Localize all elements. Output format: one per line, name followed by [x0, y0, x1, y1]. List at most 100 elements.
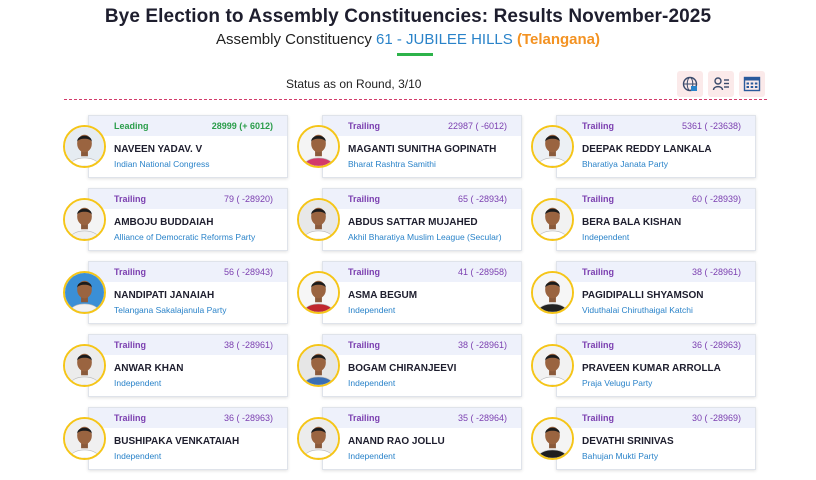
candidate-party: Independent [348, 378, 396, 388]
candidate-party: Independent [114, 451, 162, 461]
candidate-card[interactable]: Trailing 22987 ( -6012) MAGANTI SUNITHA GO… [322, 115, 522, 178]
person-icon [65, 419, 104, 458]
candidate-card[interactable]: Trailing 60 ( -28939) BERA BALA KISHAN Inde… [556, 188, 756, 251]
candidate-party: Bahujan Mukti Party [582, 451, 659, 461]
candidate-photo [297, 125, 340, 168]
person-icon [299, 200, 338, 239]
round-divider [64, 99, 767, 100]
candidate-party: Praja Velugu Party [582, 378, 653, 388]
candidate-votes: 41 ( -28958) [457, 267, 507, 277]
person-icon [65, 273, 104, 312]
person-icon [299, 346, 338, 385]
candidate-status-bar: Leading 28999 (+ 6012) [89, 116, 287, 136]
title-underline [397, 53, 433, 56]
candidate-party: Alliance of Democratic Reforms Party [114, 232, 256, 242]
candidate-card[interactable]: Trailing 56 ( -28943) NANDIPATI JANAIAH Tel… [88, 261, 288, 324]
candidate-status-bar: Trailing 60 ( -28939) [557, 189, 755, 209]
candidate-status: Trailing [582, 267, 615, 277]
round-status-value: 3/10 [398, 77, 422, 91]
candidate-status-bar: Trailing 22987 ( -6012) [323, 116, 521, 136]
candidate-status: Trailing [114, 413, 147, 423]
candidate-party: Independent [582, 232, 630, 242]
candidate-status-bar: Trailing 38 ( -28961) [323, 335, 521, 355]
candidate-votes: 60 ( -28939) [691, 194, 741, 204]
candidate-photo [531, 344, 574, 387]
state-name: (Telangana) [516, 31, 601, 48]
candidate-name: DEVATHI SRINIVAS [582, 436, 674, 447]
person-icon [533, 200, 572, 239]
candidate-status-bar: Trailing 65 ( -28934) [323, 189, 521, 209]
candidate-list-button[interactable] [708, 71, 734, 97]
candidate-photo [63, 198, 106, 241]
person-icon [65, 200, 104, 239]
candidate-name: AMBOJU BUDDAIAH [114, 217, 214, 228]
candidate-photo [531, 125, 574, 168]
candidate-votes: 30 ( -28969) [691, 413, 741, 423]
candidate-card[interactable]: Trailing 30 ( -28969) DEVATHI SRINIVAS Bahu… [556, 407, 756, 470]
candidate-name: NAVEEN YADAV. V [114, 144, 203, 155]
candidate-status-bar: Trailing 30 ( -28969) [557, 408, 755, 428]
candidate-status-bar: Trailing 79 ( -28920) [89, 189, 287, 209]
candidate-card[interactable]: Trailing 41 ( -28958) ASMA BEGUM Independen… [322, 261, 522, 324]
candidate-party: Independent [114, 378, 162, 388]
candidate-name: BOGAM CHIRANJEEVI [348, 363, 457, 374]
candidate-status-bar: Trailing 56 ( -28943) [89, 262, 287, 282]
candidate-votes: 36 ( -28963) [223, 413, 273, 423]
candidate-status: Trailing [348, 194, 381, 204]
candidate-card[interactable]: Trailing 79 ( -28920) AMBOJU BUDDAIAH Allia… [88, 188, 288, 251]
candidate-card[interactable]: Trailing 38 ( -28961) ANWAR KHAN Independen… [88, 334, 288, 397]
candidate-votes: 38 ( -28961) [691, 267, 741, 277]
candidate-status: Trailing [348, 267, 381, 277]
candidate-status-bar: Trailing 38 ( -28961) [557, 262, 755, 282]
candidate-card[interactable]: Trailing 38 ( -28961) BOGAM CHIRANJEEVI Ind… [322, 334, 522, 397]
candidate-status: Trailing [582, 194, 615, 204]
candidate-photo [63, 344, 106, 387]
grid-view-button[interactable] [739, 71, 765, 97]
candidate-votes: 56 ( -28943) [223, 267, 273, 277]
candidate-photo [531, 198, 574, 241]
user-list-icon [712, 77, 729, 91]
candidate-status: Trailing [582, 340, 615, 350]
candidate-card[interactable]: Trailing 5361 ( -23638) DEEPAK REDDY LANKA… [556, 115, 756, 178]
candidate-name: MAGANTI SUNITHA GOPINATH [348, 144, 497, 155]
candidate-status: Trailing [348, 413, 381, 423]
candidate-photo [63, 125, 106, 168]
candidate-status-bar: Trailing 38 ( -28961) [89, 335, 287, 355]
candidate-photo [531, 417, 574, 460]
candidate-party: Telangana Sakalajanula Party [114, 305, 227, 315]
candidate-status-bar: Trailing 36 ( -28963) [557, 335, 755, 355]
candidate-name: DEEPAK REDDY LANKALA [582, 144, 712, 155]
candidate-card[interactable]: Trailing 38 ( -28961) PAGIDIPALLI SHYAMSON… [556, 261, 756, 324]
candidate-name: BERA BALA KISHAN [582, 217, 682, 228]
person-icon [299, 127, 338, 166]
constituency-name: 61 - JUBILEE HILLS [376, 31, 513, 48]
candidate-card[interactable]: Trailing 36 ( -28963) PRAVEEN KUMAR ARROLL… [556, 334, 756, 397]
candidate-party: Bharat Rashtra Samithi [348, 159, 436, 169]
candidate-status: Trailing [348, 340, 381, 350]
candidate-photo [63, 417, 106, 460]
candidate-name: ASMA BEGUM [348, 290, 418, 301]
candidate-votes: 35 ( -28964) [457, 413, 507, 423]
candidate-name: PAGIDIPALLI SHYAMSON [582, 290, 704, 301]
candidate-name: ANAND RAO JOLLU [348, 436, 445, 447]
candidate-status: Trailing [114, 267, 147, 277]
person-icon [299, 273, 338, 312]
person-icon [299, 419, 338, 458]
candidate-status: Leading [114, 121, 149, 131]
globe-chart-button[interactable] [677, 71, 703, 97]
candidate-votes: 38 ( -28961) [457, 340, 507, 350]
person-icon [533, 273, 572, 312]
candidate-photo [297, 198, 340, 241]
candidate-card[interactable]: Leading 28999 (+ 6012) NAVEEN YADAV. V Indi… [88, 115, 288, 178]
constituency-prefix: Assembly Constituency [215, 31, 372, 48]
candidate-name: NANDIPATI JANAIAH [114, 290, 215, 301]
candidate-votes: 5361 ( -23638) [681, 121, 741, 131]
candidate-party: Viduthalai Chiruthaigal Katchi [582, 305, 693, 315]
candidate-status: Trailing [114, 194, 147, 204]
candidate-card[interactable]: Trailing 36 ( -28963) BUSHIPAKA VENKATAIAH… [88, 407, 288, 470]
candidate-party: Indian National Congress [114, 159, 210, 169]
candidate-card[interactable]: Trailing 65 ( -28934) ABDUS SATTAR MUJAHED… [322, 188, 522, 251]
candidate-name: PRAVEEN KUMAR ARROLLA [582, 363, 721, 374]
person-icon [65, 346, 104, 385]
candidate-card[interactable]: Trailing 35 ( -28964) ANAND RAO JOLLU Indep… [322, 407, 522, 470]
